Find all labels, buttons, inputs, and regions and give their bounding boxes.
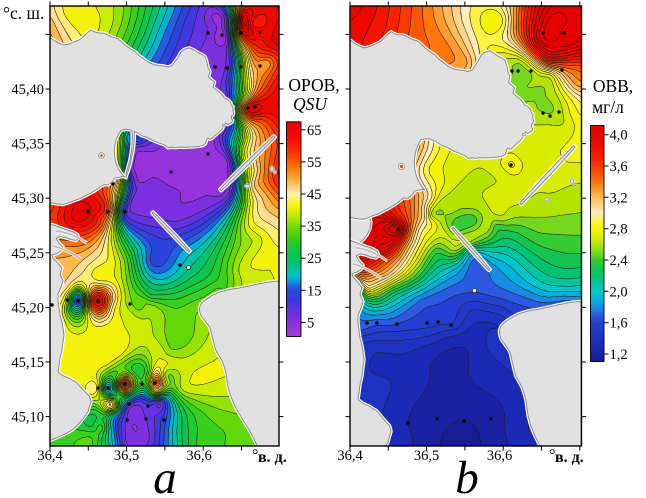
svg-text:в. д.: в. д. [258,449,287,466]
svg-text:36,4: 36,4 [337,448,363,464]
svg-text:36,5: 36,5 [114,448,139,464]
svg-text:2,8: 2,8 [610,222,628,238]
svg-text:ОРОВ,: ОРОВ, [288,75,339,95]
svg-text:мг/л: мг/л [592,97,624,117]
svg-text:1,6: 1,6 [610,316,628,332]
svg-text:2,4: 2,4 [610,253,629,269]
svg-text:°с. ш.: °с. ш. [3,3,44,23]
svg-text:2,0: 2,0 [610,284,628,300]
svg-text:3,2: 3,2 [610,190,628,206]
svg-text:45,40: 45,40 [11,82,44,98]
svg-text:45,35: 45,35 [11,137,44,153]
svg-text:ОВВ,: ОВВ, [593,76,633,96]
svg-text:35: 35 [307,219,322,235]
svg-text:45,25: 45,25 [11,246,44,262]
svg-text:45,10: 45,10 [11,410,44,426]
svg-text:45,20: 45,20 [11,300,44,316]
svg-text:15: 15 [307,283,322,299]
svg-text:55: 55 [307,155,322,171]
svg-text:36,6: 36,6 [186,448,211,464]
svg-text:45: 45 [307,187,322,203]
svg-text:1,2: 1,2 [610,347,628,363]
svg-text:25: 25 [307,251,322,267]
svg-text:36,5: 36,5 [414,448,439,464]
svg-text:5: 5 [307,315,314,331]
svg-text:в. д.: в. д. [555,449,584,466]
svg-text:b: b [455,452,479,498]
svg-text:QSU: QSU [293,94,328,114]
svg-text:36,6: 36,6 [487,448,512,464]
svg-text:36,4: 36,4 [37,448,63,464]
svg-text:45,30: 45,30 [11,191,44,207]
svg-text:°: ° [252,447,258,464]
svg-text:65: 65 [307,123,322,139]
svg-text:45,15: 45,15 [11,355,44,371]
svg-text:a: a [153,452,177,498]
svg-text:4,0: 4,0 [610,128,628,144]
svg-text:°: ° [549,447,555,464]
svg-text:3,6: 3,6 [610,159,628,175]
